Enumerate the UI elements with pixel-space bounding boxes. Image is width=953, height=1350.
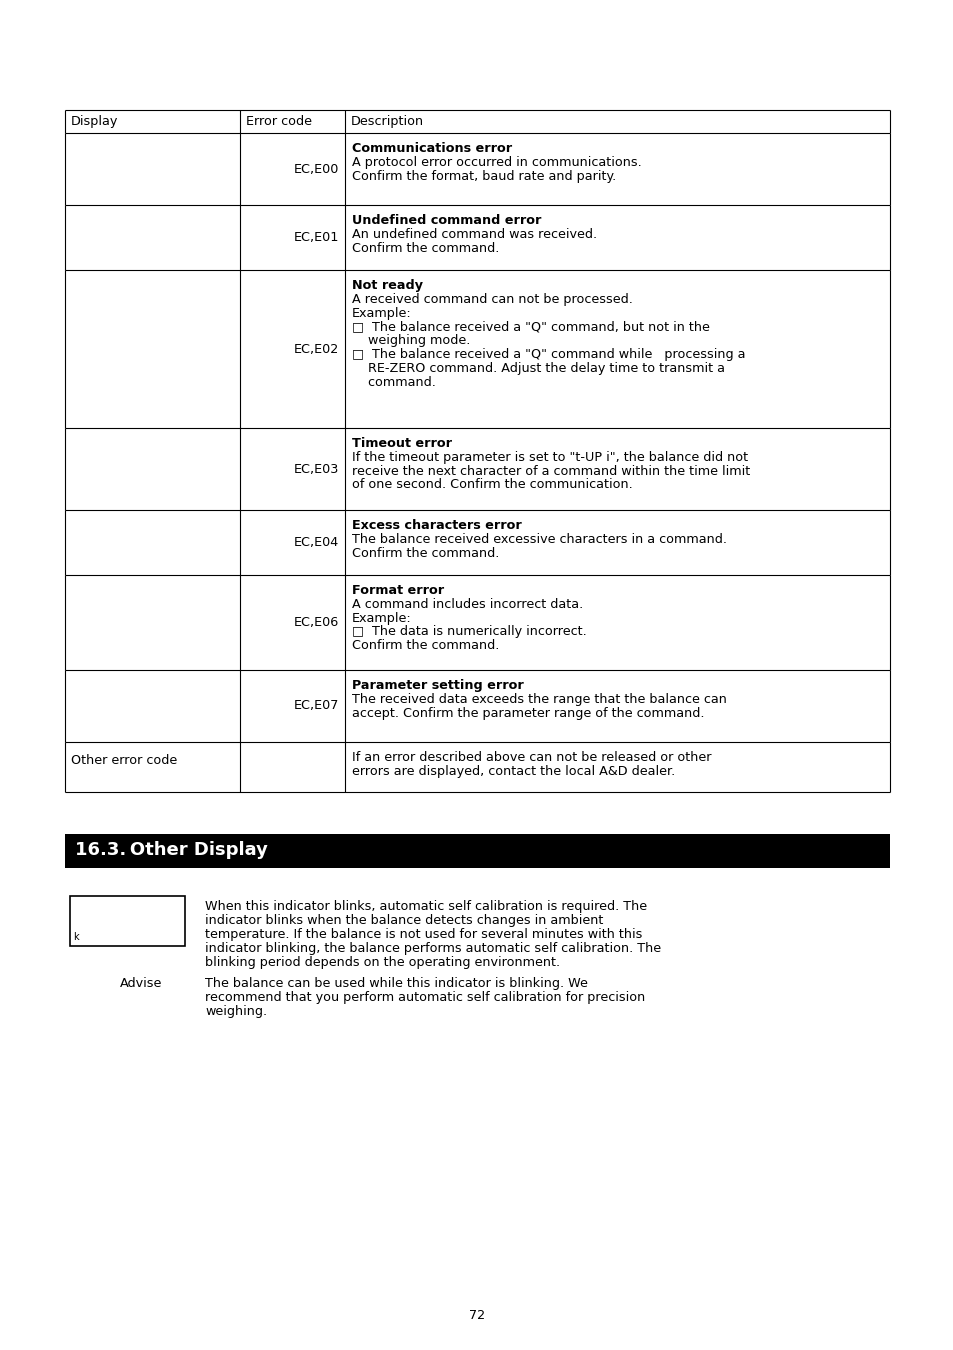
- Text: When this indicator blinks, automatic self calibration is required. The: When this indicator blinks, automatic se…: [205, 900, 646, 913]
- Text: 16.3. Other Display: 16.3. Other Display: [75, 841, 268, 859]
- Text: 72: 72: [469, 1310, 484, 1322]
- Text: EC,E03: EC,E03: [294, 463, 338, 475]
- Text: of one second. Confirm the communication.: of one second. Confirm the communication…: [352, 478, 632, 491]
- Text: An undefined command was received.: An undefined command was received.: [352, 228, 597, 240]
- Text: If the timeout parameter is set to "t-UP i", the balance did not: If the timeout parameter is set to "t-UP…: [352, 451, 747, 464]
- Text: weighing.: weighing.: [205, 1004, 267, 1018]
- Bar: [65, 834, 889, 868]
- Text: temperature. If the balance is not used for several minutes with this: temperature. If the balance is not used …: [205, 929, 641, 941]
- Text: indicator blinks when the balance detects changes in ambient: indicator blinks when the balance detect…: [205, 914, 602, 927]
- Text: Confirm the command.: Confirm the command.: [352, 639, 498, 652]
- Text: receive the next character of a command within the time limit: receive the next character of a command …: [352, 464, 749, 478]
- Text: blinking period depends on the operating environment.: blinking period depends on the operating…: [205, 956, 559, 969]
- Text: A protocol error occurred in communications.: A protocol error occurred in communicati…: [352, 155, 641, 169]
- Text: Confirm the command.: Confirm the command.: [352, 547, 498, 560]
- Text: errors are displayed, contact the local A&D dealer.: errors are displayed, contact the local …: [352, 765, 675, 778]
- Text: Example:: Example:: [352, 612, 412, 625]
- Text: □  The balance received a "Q" command while   processing a: □ The balance received a "Q" command whi…: [352, 348, 744, 360]
- Text: □  The data is numerically incorrect.: □ The data is numerically incorrect.: [352, 625, 586, 639]
- Text: A command includes incorrect data.: A command includes incorrect data.: [352, 598, 582, 610]
- Text: Description: Description: [351, 115, 424, 128]
- Text: EC,E04: EC,E04: [294, 536, 338, 549]
- Text: Example:: Example:: [352, 306, 412, 320]
- Text: EC,E06: EC,E06: [294, 616, 338, 629]
- Text: accept. Confirm the parameter range of the command.: accept. Confirm the parameter range of t…: [352, 706, 703, 720]
- Text: Display: Display: [71, 115, 118, 128]
- Text: Undefined command error: Undefined command error: [352, 215, 540, 227]
- Text: □  The balance received a "Q" command, but not in the: □ The balance received a "Q" command, bu…: [352, 320, 709, 333]
- Text: The balance received excessive characters in a command.: The balance received excessive character…: [352, 533, 726, 545]
- Text: Not ready: Not ready: [352, 279, 422, 292]
- Text: recommend that you perform automatic self calibration for precision: recommend that you perform automatic sel…: [205, 991, 644, 1003]
- Text: Other error code: Other error code: [71, 755, 177, 767]
- Text: EC,E02: EC,E02: [294, 343, 338, 355]
- Text: EC,E07: EC,E07: [294, 699, 338, 713]
- Text: Advise: Advise: [120, 976, 162, 990]
- Text: Timeout error: Timeout error: [352, 437, 452, 450]
- Bar: [70, 896, 185, 946]
- Text: If an error described above can not be released or other: If an error described above can not be r…: [352, 751, 711, 764]
- Text: Excess characters error: Excess characters error: [352, 518, 521, 532]
- Text: Communications error: Communications error: [352, 142, 512, 155]
- Text: The received data exceeds the range that the balance can: The received data exceeds the range that…: [352, 693, 726, 706]
- Text: weighing mode.: weighing mode.: [352, 335, 470, 347]
- Text: Parameter setting error: Parameter setting error: [352, 679, 523, 693]
- Text: EC,E01: EC,E01: [294, 231, 338, 244]
- Text: A received command can not be processed.: A received command can not be processed.: [352, 293, 632, 306]
- Text: Format error: Format error: [352, 585, 444, 597]
- Text: EC,E00: EC,E00: [294, 162, 338, 176]
- Text: k: k: [73, 931, 78, 942]
- Text: The balance can be used while this indicator is blinking. We: The balance can be used while this indic…: [205, 976, 587, 990]
- Text: command.: command.: [352, 375, 436, 389]
- Text: Confirm the command.: Confirm the command.: [352, 242, 498, 255]
- Text: Error code: Error code: [246, 115, 312, 128]
- Text: RE-ZERO command. Adjust the delay time to transmit a: RE-ZERO command. Adjust the delay time t…: [352, 362, 724, 375]
- Text: indicator blinking, the balance performs automatic self calibration. The: indicator blinking, the balance performs…: [205, 942, 660, 956]
- Text: Confirm the format, baud rate and parity.: Confirm the format, baud rate and parity…: [352, 170, 616, 182]
